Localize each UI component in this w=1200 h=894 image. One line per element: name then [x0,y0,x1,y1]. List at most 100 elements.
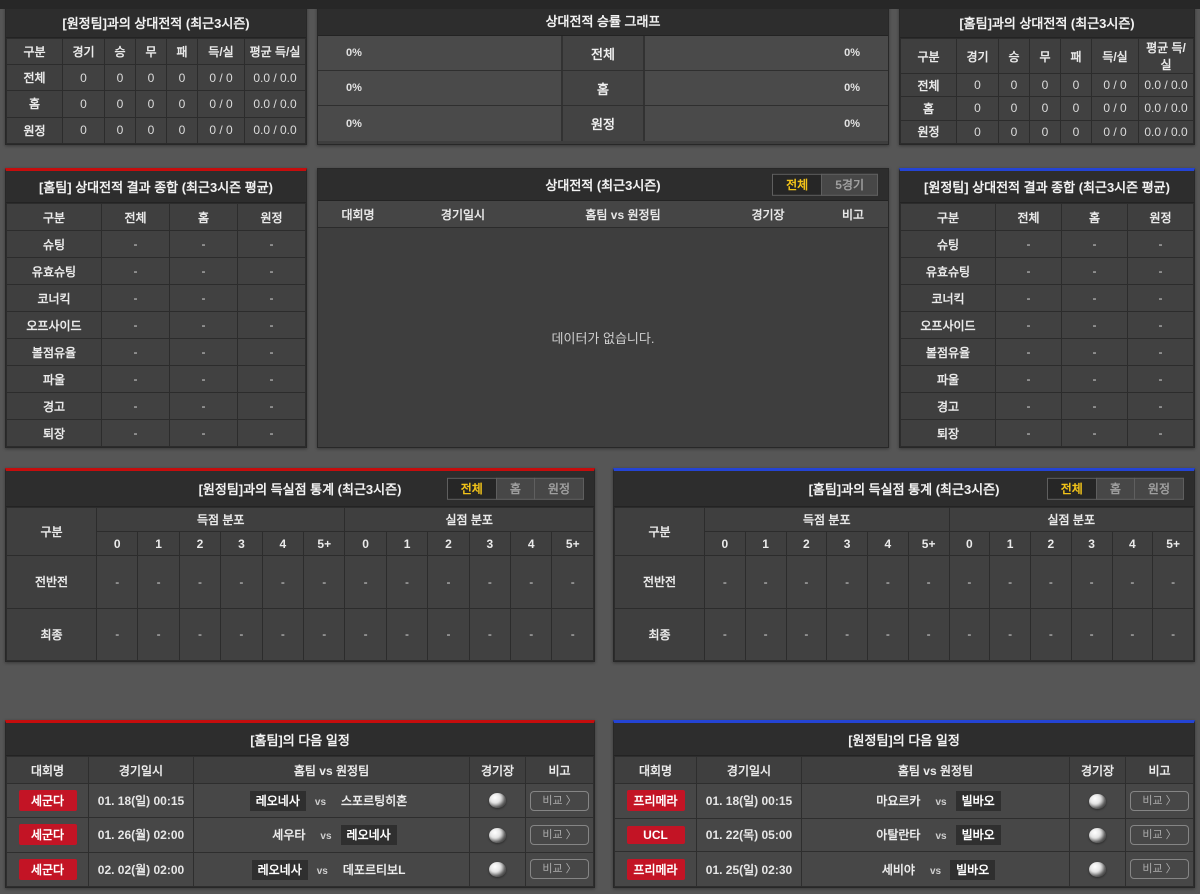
cell: - [1061,365,1128,393]
cell: 0 [1029,119,1061,145]
row-label: 경고 [6,392,102,420]
cell: - [261,555,305,609]
table-header-row: 구분 득점 분포 실점 분포 [6,507,594,556]
panel-title: [원정팀]과의 상대전적 (최근3시즌) [6,8,306,38]
cell: - [220,555,263,609]
tab-home[interactable]: 홈 [495,477,535,500]
stadium-icon[interactable] [489,793,506,809]
h2h-away-panel: [원정팀]과의 상대전적 (최근3시즌) 구분 경기 승 무 패 득/실 평균 득/실 전체… [5,5,307,145]
column-header: 홈팀 vs 원정팀 [801,756,1070,784]
column-header: 3 [826,531,868,556]
table-row: 오프사이드 - - - [900,311,1194,339]
cell: - [169,257,238,285]
home-winrate-value: 0% [346,47,362,59]
column-header: 경기장 [1069,756,1126,784]
tab-away[interactable]: 원정 [1133,477,1184,500]
cell: - [1061,338,1128,366]
away-team-name: 빌바오 [955,791,1001,812]
cell: 0 [1029,96,1061,121]
column-header: 원정 [237,203,306,231]
list-header-row: 대회명 경기일시 홈팀 vs 원정팀 경기장 비고 [318,201,888,228]
cell: - [995,419,1062,447]
table-row: 전반전 - - - - - - - - - - - - [6,555,594,609]
empty-data-message: 데이터가 없습니다. [551,331,655,346]
cell: - [995,392,1062,420]
cell: 0 [998,119,1030,145]
row-label: 전반전 [6,555,97,609]
cell: - [1152,555,1194,609]
stadium-icon[interactable] [489,827,506,843]
vs-label: vs [929,865,942,877]
table-row: 전반전 - - - - - - - - - - - - [614,555,1194,609]
tab-all[interactable]: 전체 [772,173,823,196]
cell: - [1152,607,1194,661]
compare-button[interactable]: 비교 〉 [530,859,589,880]
row-label: 오프사이드 [6,311,102,339]
home-team-name: 아탈란타 [876,828,921,843]
tab-all[interactable]: 전체 [446,477,497,500]
cell: - [995,365,1062,393]
column-header: 4 [1111,531,1154,556]
goal-stats-tab-group: 전체 홈 원정 [446,477,584,500]
compare-button[interactable]: 비교 〉 [1130,790,1189,811]
cell: - [995,338,1062,366]
row-label: 경고 [900,392,996,420]
cell: - [1070,607,1113,661]
goal-stats-table: 구분 득점 분포 실점 분포 0 1 2 3 4 5+ 0 1 2 3 4 5+ 전반전 - - - - - - -… [6,507,594,661]
corner-header: 구분 [6,507,97,556]
column-header: 2 [1030,531,1072,556]
column-header: 홈 [169,203,238,231]
match-datetime: 01. 25(일) 02:30 [696,851,802,887]
match-datetime: 02. 02(월) 02:00 [88,851,194,888]
away-winrate-value: 0% [844,47,860,59]
tab-all[interactable]: 전체 [1046,477,1097,500]
cell: - [948,607,991,661]
cell: - [948,555,991,609]
panel-title: [홈팀]의 다음 일정 [6,723,594,756]
compare-button[interactable]: 비교 〉 [1130,859,1189,880]
cell: - [1061,230,1128,258]
goal-stats-left-panel: [원정팀]과의 득실점 통계 (최근3시즌) 전체 홈 원정 구분 득점 분포 … [5,468,595,662]
goal-stats-tab-group: 전체 홈 원정 [1046,477,1184,500]
compare-button[interactable]: 비교 〉 [1130,824,1189,846]
table-header-row: 구분 경기 승 무 패 득/실 평균 득/실 [6,38,306,65]
group-header-conceded: 실점 분포 [344,507,594,532]
tab-away[interactable]: 원정 [533,477,584,500]
panel-title: [홈팀]과의 득실점 통계 (최근3시즌) 전체 홈 원정 [614,471,1194,507]
panel-title-text: [원정팀]과의 득실점 통계 (최근3시즌) [198,482,402,497]
column-header: 경기장 [469,756,526,784]
cell: - [826,555,868,609]
table-row: 최종 - - - - - - - - - - - - [614,607,1194,661]
vs-label: vs [935,831,947,843]
table-row: 유효슈팅 - - - [900,257,1194,285]
cell: - [510,555,553,609]
stadium-icon[interactable] [1089,827,1106,843]
stadium-icon[interactable] [1089,793,1106,809]
panel-title: [홈팀] 상대전적 결과 종합 (최근3시즌 평균) [6,171,306,203]
tab-5games[interactable]: 5경기 [821,173,878,196]
compare-button[interactable]: 비교 〉 [530,790,589,811]
stadium-icon[interactable] [489,861,506,877]
vs-label: vs [935,797,947,809]
cell: - [344,555,387,609]
row-label: 퇴장 [900,419,996,447]
corner-header: 구분 [614,507,705,556]
row-label: 유효슈팅 [6,257,102,285]
cell: - [1111,607,1154,661]
cell: - [744,555,787,609]
cell: - [995,311,1062,339]
compare-button[interactable]: 비교 〉 [530,824,589,846]
column-header: 평균 득/실 [244,38,306,65]
column-header: 홈팀 vs 원정팀 [585,207,661,222]
stadium-icon[interactable] [1089,861,1106,877]
cell: - [551,555,594,609]
column-header: 1 [744,531,787,556]
cell: - [237,392,306,420]
h2h-list-panel: 상대전적 (최근3시즌) 전체 5경기 대회명 경기일시 홈팀 vs 원정팀 경… [317,168,889,448]
table-row: 퇴장 - - - [900,419,1194,447]
cell: 0 / 0 [1091,72,1139,98]
tab-home[interactable]: 홈 [1095,477,1135,500]
bottom-strip [0,0,1200,9]
column-header: 구분 [6,38,63,65]
table-row: 최종 - - - - - - - - - - - - [6,607,594,661]
